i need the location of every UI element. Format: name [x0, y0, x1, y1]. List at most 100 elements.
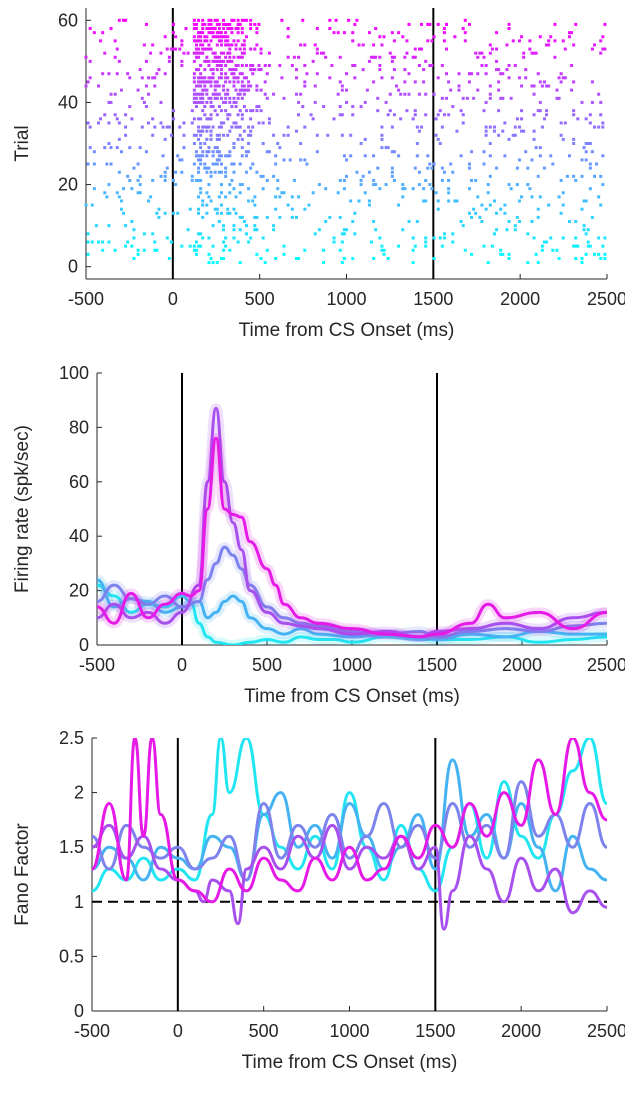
spike-mark [520, 109, 524, 113]
spike-mark [240, 84, 244, 88]
spike-mark [142, 100, 146, 104]
spike-mark [430, 39, 434, 43]
spike-mark [380, 76, 384, 80]
spike-mark [234, 211, 238, 215]
spike-mark [417, 63, 421, 67]
spike-mark [219, 63, 223, 67]
spike-mark [592, 174, 596, 178]
x-tick-label: 1000 [326, 289, 366, 309]
spike-mark [584, 150, 588, 154]
spike-mark [459, 154, 463, 158]
spike-mark [407, 72, 411, 76]
spike-mark [342, 228, 346, 232]
spike-mark [147, 121, 151, 125]
spike-mark [219, 39, 223, 43]
spike-mark [484, 63, 488, 67]
spike-mark [563, 47, 567, 51]
spike-mark [319, 51, 323, 55]
spike-mark [290, 195, 294, 199]
spike-mark [226, 133, 230, 137]
spike-mark [522, 55, 526, 59]
spike-mark [472, 96, 476, 100]
spike-mark [492, 125, 496, 129]
spike-mark [119, 150, 123, 154]
spike-mark [244, 232, 248, 236]
spike-mark [520, 117, 524, 121]
spike-mark [478, 51, 482, 55]
spike-mark [213, 162, 217, 166]
spike-mark [338, 215, 342, 219]
spike-mark [363, 191, 367, 195]
spike-mark [407, 22, 411, 26]
spike-mark [124, 125, 128, 129]
spike-mark [124, 133, 128, 137]
spike-mark [207, 22, 211, 26]
spike-mark [217, 92, 221, 96]
spike-mark [430, 63, 434, 67]
y-tick-label: 20 [58, 175, 78, 195]
spike-mark [294, 68, 298, 72]
spike-mark [251, 109, 255, 113]
spike-mark [199, 133, 203, 137]
spike-mark [434, 191, 438, 195]
spike-mark [397, 244, 401, 248]
spike-mark [253, 195, 257, 199]
spike-mark [247, 88, 251, 92]
spike-mark [430, 166, 434, 170]
spike-mark [151, 133, 155, 137]
spike-mark [217, 158, 221, 162]
spike-mark [380, 133, 384, 137]
spike-mark [178, 47, 182, 51]
spike-mark [370, 55, 374, 59]
spike-mark [257, 63, 261, 67]
spike-mark [86, 240, 90, 244]
spike-mark [169, 133, 173, 137]
spike-mark [205, 154, 209, 158]
spike-mark [84, 55, 88, 59]
spike-mark [147, 92, 151, 96]
spike-mark [234, 76, 238, 80]
spike-mark [376, 166, 380, 170]
spike-mark [517, 39, 521, 43]
spike-mark [278, 63, 282, 67]
spike-mark [388, 92, 392, 96]
spike-mark [336, 92, 340, 96]
spike-mark [592, 252, 596, 256]
spike-mark [492, 129, 496, 133]
spike-mark [211, 92, 215, 96]
spike-mark [299, 142, 303, 145]
spike-mark [209, 39, 213, 43]
spike-mark [249, 63, 253, 67]
spike-mark [382, 35, 386, 39]
spike-mark [132, 166, 136, 170]
spike-mark [172, 47, 176, 51]
spike-mark [592, 125, 596, 129]
spike-mark [232, 162, 236, 166]
spike-mark [211, 244, 215, 248]
spike-mark [242, 129, 246, 133]
spike-mark [272, 224, 276, 228]
spike-mark [219, 51, 223, 55]
spike-mark [228, 59, 232, 63]
spike-mark [451, 240, 455, 244]
spike-mark [582, 224, 586, 228]
spike-mark [438, 142, 442, 145]
spike-mark [274, 256, 278, 260]
spike-mark [505, 68, 509, 72]
spike-mark [232, 121, 236, 125]
spike-mark [230, 68, 234, 72]
spike-mark [353, 76, 357, 80]
y-tick-label: 60 [58, 10, 78, 30]
spike-mark [249, 166, 253, 170]
spike-mark [244, 63, 248, 67]
spike-mark [242, 88, 246, 92]
spike-mark [122, 187, 126, 191]
spike-mark [340, 133, 344, 137]
spike-mark [215, 158, 219, 162]
spike-mark [380, 137, 384, 141]
spike-mark [180, 158, 184, 162]
spike-mark [122, 18, 126, 22]
spike-mark [174, 183, 178, 187]
spike-mark [247, 240, 251, 244]
spike-mark [201, 109, 205, 113]
